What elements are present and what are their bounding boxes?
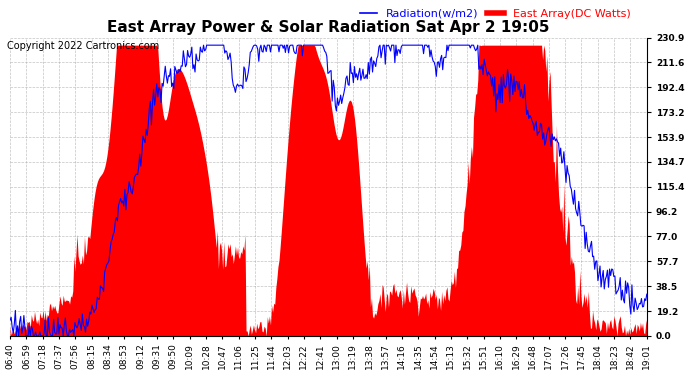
Legend: Radiation(w/m2), East Array(DC Watts): Radiation(w/m2), East Array(DC Watts)	[356, 4, 635, 23]
Title: East Array Power & Solar Radiation Sat Apr 2 19:05: East Array Power & Solar Radiation Sat A…	[107, 20, 550, 35]
Text: Copyright 2022 Cartronics.com: Copyright 2022 Cartronics.com	[7, 41, 159, 51]
